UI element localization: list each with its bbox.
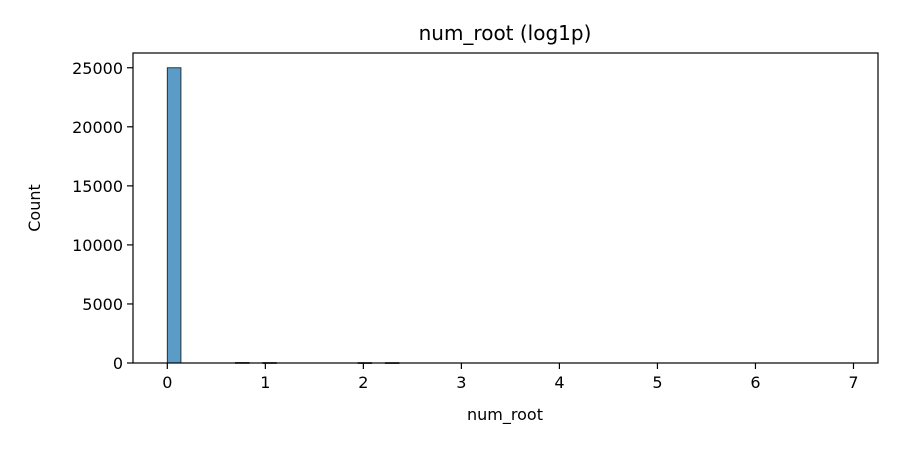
x-tick-label-3: 3	[456, 373, 466, 392]
histogram-bar-0	[166, 67, 182, 364]
x-axis-label: num_root	[467, 405, 543, 425]
y-tick-label-3: 15000	[72, 177, 123, 196]
y-tick-label-1: 5000	[82, 295, 123, 314]
bars-group	[166, 67, 400, 364]
y-axis-ticks: 0 5000 10000 15000 20000 25000	[72, 59, 133, 373]
x-tick-label-0: 0	[162, 373, 172, 392]
x-tick-label-5: 5	[652, 373, 662, 392]
y-tick-label-0: 0	[113, 354, 123, 373]
y-axis-label: Count	[25, 184, 44, 232]
x-tick-label-6: 6	[750, 373, 760, 392]
x-tick-label-2: 2	[358, 373, 368, 392]
plot-frame	[132, 52, 879, 364]
x-tick-label-4: 4	[554, 373, 564, 392]
y-tick-label-2: 10000	[72, 236, 123, 255]
y-tick-label-5: 25000	[72, 59, 123, 78]
chart-title: num_root (log1p)	[419, 21, 592, 45]
x-tick-label-7: 7	[848, 373, 858, 392]
y-tick-label-4: 20000	[72, 118, 123, 137]
x-tick-label-1: 1	[260, 373, 270, 392]
x-axis-ticks: 0 1 2 3 4 5 6 7	[162, 363, 859, 392]
